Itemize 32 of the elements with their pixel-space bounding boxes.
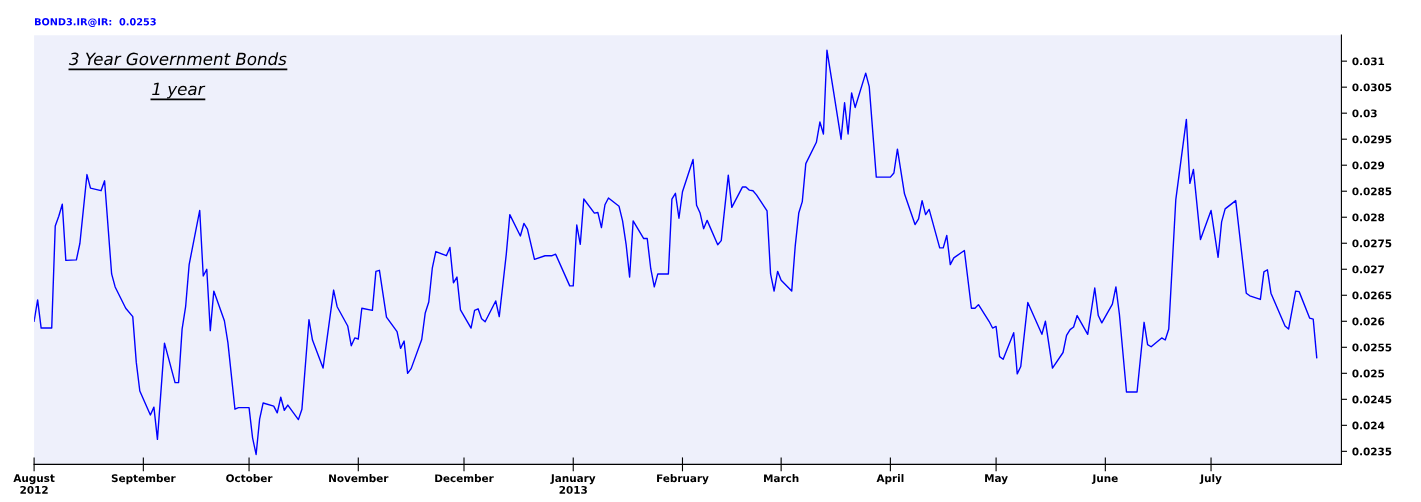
y-tick-label: 0.027 xyxy=(1352,265,1384,274)
y-tick-label: 0.024 xyxy=(1352,421,1385,430)
text: 3 Year Government Bonds xyxy=(69,52,287,66)
text: 1 year xyxy=(152,82,206,99)
x-tick-label: July xyxy=(1199,474,1222,485)
x-tick-label: November xyxy=(329,474,389,483)
x-tick-label: August 2012 xyxy=(13,474,55,494)
y-tick-label: 0.028 xyxy=(1352,213,1385,222)
y-tick-label: 0.025 xyxy=(1352,369,1385,378)
x-tick-label: June xyxy=(1091,474,1118,485)
y-tick-label: 0.031 xyxy=(1352,57,1385,66)
x-tick-label: January 2013 xyxy=(550,474,596,494)
x-tick-label: September xyxy=(111,474,176,485)
y-tick-label: 0.026 xyxy=(1352,317,1385,326)
y-tick-label: 0.0295 xyxy=(1352,135,1392,144)
text: BOND3.IR@IR: 0.0253 xyxy=(35,18,156,27)
x-tick-label: February xyxy=(657,474,709,485)
y-tick-label: 0.0275 xyxy=(1352,239,1392,248)
y-tick-label: 0.0305 xyxy=(1352,83,1392,92)
y-tick-label: 0.0285 xyxy=(1352,187,1392,196)
y-tick-label: 0.0245 xyxy=(1352,395,1392,404)
line-series xyxy=(34,49,1318,456)
y-tick-label: 0.0265 xyxy=(1352,291,1392,300)
y-tick-label: 0.0255 xyxy=(1352,343,1392,352)
x-tick-label: April xyxy=(876,474,904,485)
x-tick-label: May xyxy=(985,474,1008,485)
x-tick-label: March xyxy=(764,474,799,483)
x-tick-label: December xyxy=(435,474,494,483)
y-tick-label: 0.029 xyxy=(1352,161,1385,170)
y-tick-label: 0.0235 xyxy=(1352,447,1392,456)
y-tick-label: 0.03 xyxy=(1352,109,1377,118)
x-tick-label: October xyxy=(226,474,273,483)
